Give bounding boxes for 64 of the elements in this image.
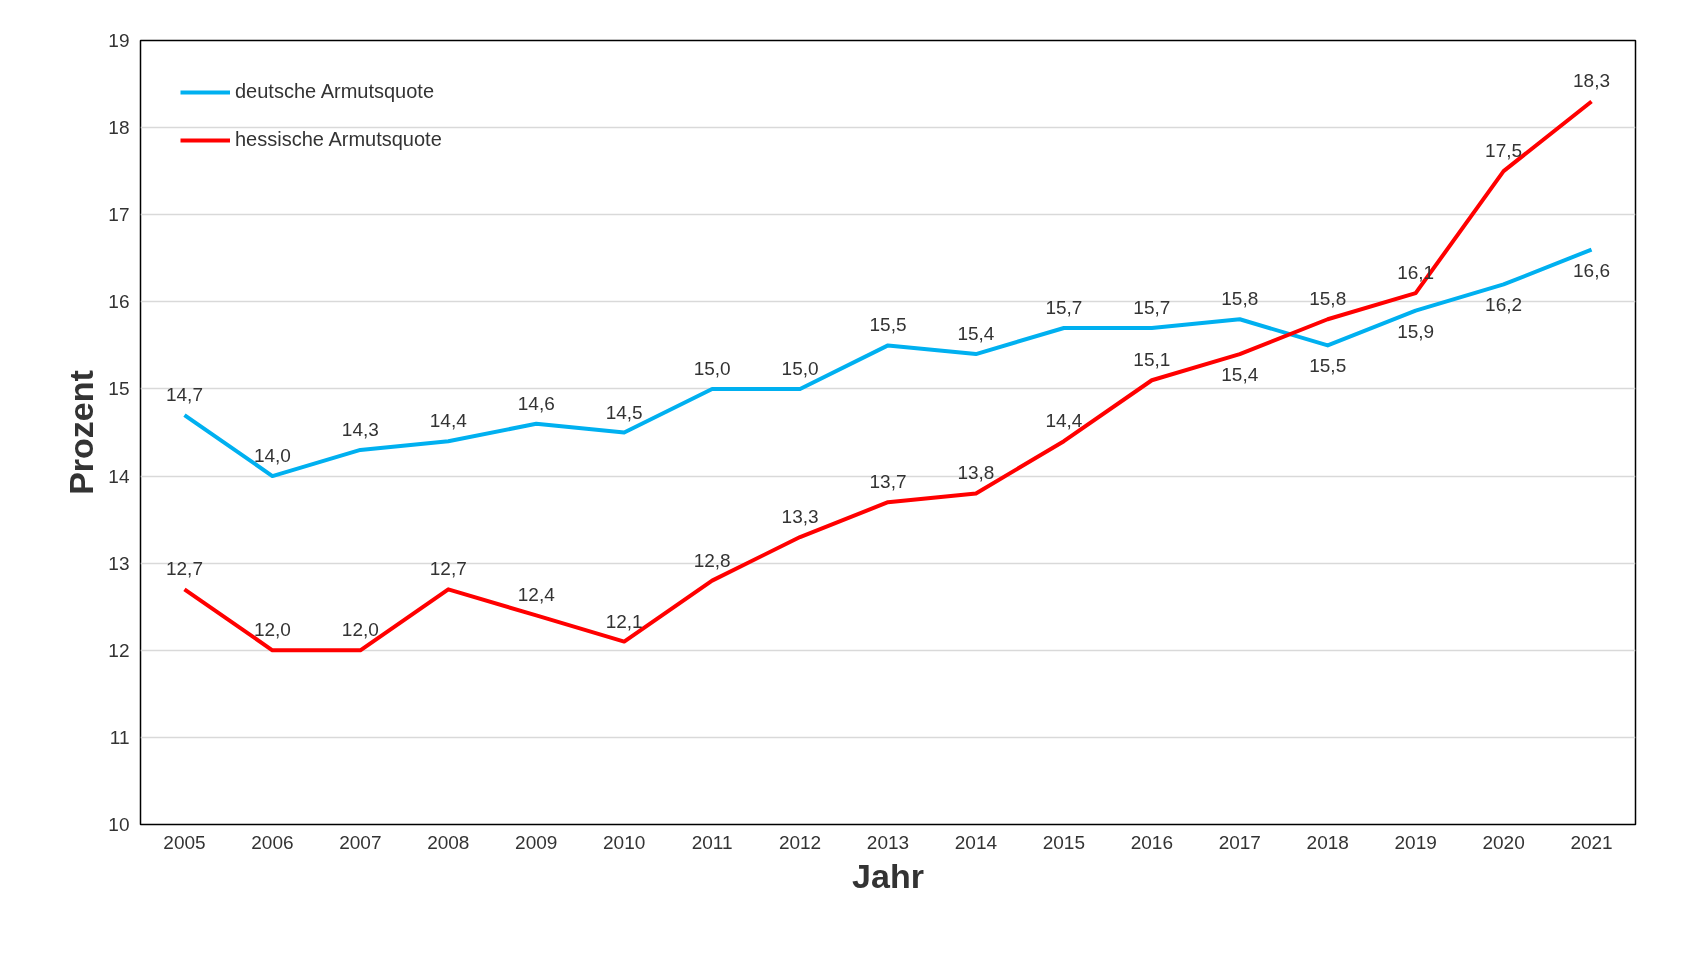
y-tick-label: 18: [108, 117, 130, 139]
x-tick-label: 2020: [1482, 831, 1525, 853]
x-tick-label: 2005: [163, 831, 206, 853]
data-label: 15,0: [781, 357, 819, 379]
x-tick-label: 2011: [691, 831, 733, 853]
data-label: 14,4: [429, 410, 468, 432]
x-tick-label: 2007: [339, 831, 382, 853]
y-tick-label: 15: [108, 378, 130, 400]
x-tick-label: 2015: [1042, 831, 1086, 853]
data-label: 15,9: [1397, 320, 1435, 342]
data-label: 13,8: [957, 462, 995, 484]
x-axis-title: Jahr: [852, 856, 924, 895]
y-tick-label: 19: [108, 30, 130, 51]
data-label: 13,7: [869, 471, 907, 493]
data-label: 15,4: [957, 323, 995, 345]
data-label: 14,4: [1045, 410, 1083, 432]
x-tick-label: 2021: [1570, 831, 1613, 853]
data-label: 15,7: [1133, 296, 1171, 318]
x-tick-label: 2013: [866, 831, 910, 853]
data-label: 12,1: [605, 610, 643, 632]
x-tick-label: 2018: [1306, 831, 1349, 853]
x-tick-label: 2016: [1130, 831, 1173, 853]
y-tick-label: 12: [108, 639, 130, 661]
data-label: 12,0: [341, 619, 379, 641]
y-tick-label: 17: [108, 204, 130, 226]
data-label: 14,3: [341, 418, 379, 440]
x-tick-label: 2010: [603, 831, 646, 853]
y-axis-title: Prozent: [62, 370, 101, 495]
data-label: 12,8: [693, 549, 731, 571]
x-tick-label: 2012: [778, 831, 822, 853]
data-label: 12,7: [429, 558, 467, 580]
x-tick-label: 2008: [427, 831, 470, 853]
data-label: 16,6: [1573, 259, 1611, 281]
legend-label: deutsche Armutsquote: [235, 80, 435, 103]
data-label: 12,4: [517, 584, 556, 606]
data-label: 18,3: [1573, 70, 1611, 92]
data-label: 14,0: [253, 445, 291, 467]
data-label: 12,0: [253, 619, 291, 641]
data-label: 16,2: [1485, 294, 1523, 316]
data-label: 15,8: [1221, 288, 1259, 310]
x-tick-label: 2017: [1218, 831, 1261, 853]
data-label: 12,7: [165, 558, 203, 580]
data-label: 14,6: [517, 392, 555, 414]
x-tick-label: 2009: [515, 831, 558, 853]
x-tick-label: 2019: [1394, 831, 1437, 853]
data-label: 15,4: [1221, 364, 1259, 386]
data-label: 15,1: [1133, 349, 1171, 371]
data-label: 13,3: [781, 506, 819, 528]
data-label: 17,5: [1485, 140, 1523, 162]
y-tick-label: 11: [109, 726, 130, 748]
y-tick-label: 10: [108, 814, 130, 835]
data-label: 15,5: [1309, 355, 1347, 377]
x-tick-label: 2006: [251, 831, 294, 853]
x-tick-label: 2014: [954, 831, 998, 853]
data-label: 15,7: [1045, 296, 1083, 318]
y-tick-label: 13: [108, 552, 130, 574]
data-label: 14,5: [605, 401, 643, 423]
y-tick-label: 16: [108, 291, 130, 313]
data-label: 15,8: [1309, 288, 1347, 310]
legend-label: hessische Armutsquote: [235, 128, 442, 151]
data-label: 14,7: [165, 384, 203, 406]
y-tick-label: 14: [108, 465, 130, 487]
data-label: 15,0: [693, 357, 731, 379]
data-label: 15,5: [869, 314, 907, 336]
